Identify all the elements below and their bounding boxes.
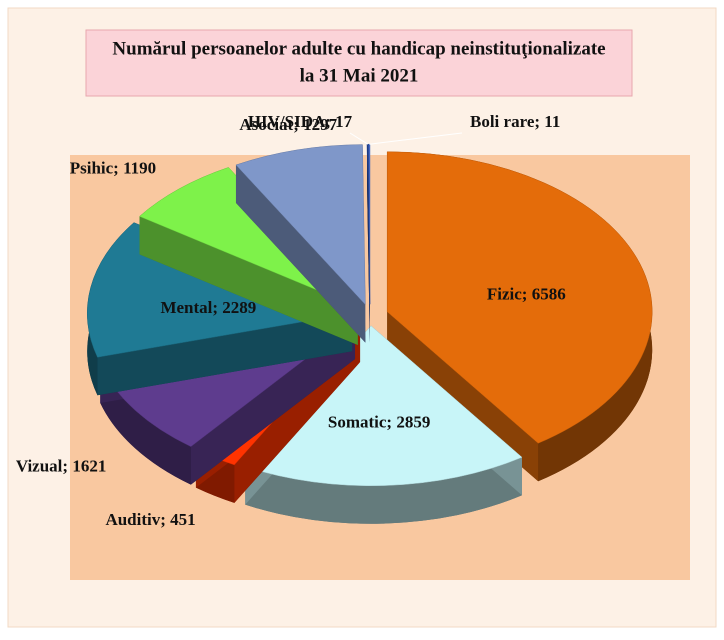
- chart-title: Numărul persoanelor adulte cu handicap n…: [112, 38, 605, 59]
- data-label: Asociat; 1297: [239, 115, 337, 134]
- slice-top: [244, 325, 523, 487]
- title-box: [85, 29, 633, 97]
- leader-line: [349, 132, 369, 145]
- data-label: Boli rare; 11: [470, 112, 560, 131]
- slice-edge: [139, 167, 358, 346]
- slice-edge: [235, 144, 366, 343]
- slice-top: [235, 144, 366, 306]
- data-label: Somatic; 2859: [328, 413, 430, 432]
- leader-line: [369, 132, 463, 145]
- data-label: Fizic; 6586: [487, 284, 566, 303]
- slice: [366, 143, 371, 343]
- data-label: Mental; 2289: [160, 298, 256, 317]
- data-label: Vizual; 1621: [16, 457, 107, 476]
- data-label: Auditiv; 451: [105, 510, 195, 529]
- slice-side: [245, 457, 522, 524]
- chart-subtitle: la 31 Mai 2021: [300, 65, 419, 86]
- slice: [235, 144, 366, 343]
- slice: [87, 222, 354, 396]
- slice-top: [386, 151, 653, 444]
- data-label: Psihic; 1190: [70, 158, 156, 177]
- data-label: HIV/SIDA; 17: [248, 112, 353, 131]
- slice-side: [100, 365, 191, 485]
